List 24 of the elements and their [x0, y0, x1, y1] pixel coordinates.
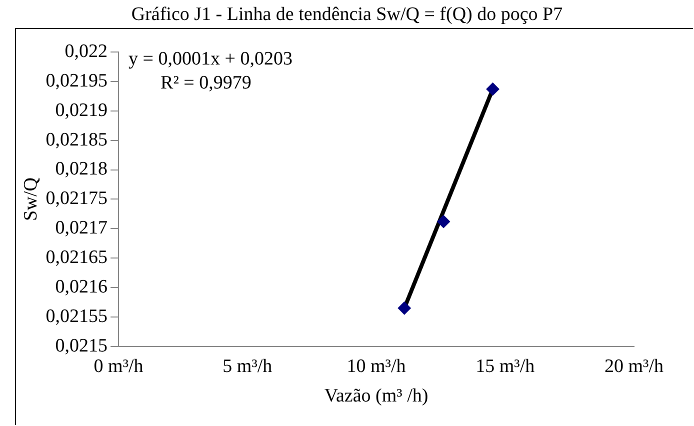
x-tick-label: 5 m³/h	[222, 356, 273, 377]
annotation: R² = 0,9979	[160, 72, 252, 94]
chart-title: Gráfico J1 - Linha de tendência Sw/Q = f(Q) do poço P7	[130, 4, 564, 26]
y-tick-label: 0,02165	[46, 247, 108, 268]
x-tick-label: 10 m³/h	[346, 356, 406, 377]
y-tick-label: 0,0217	[55, 218, 108, 239]
y-tick-label: 0,02195	[46, 70, 108, 92]
y-tick-label: 0,02155	[46, 306, 108, 327]
x-tick-label: 0 m³/h	[94, 356, 144, 377]
point	[398, 302, 411, 315]
y-tick-label: 0,0219	[55, 100, 108, 121]
x-axis-title: Vazão (m³ /h)	[324, 386, 428, 407]
y-tick-label: 0,02185	[46, 129, 108, 150]
y-tick-label: 0,0218	[55, 158, 108, 180]
y-axis-title: Sw/Q	[20, 177, 42, 221]
x-tick-label: 20 m³/h	[604, 356, 664, 377]
x-tick-label: 15 m³/h	[476, 356, 536, 377]
y-tick-label: 0,022	[64, 40, 108, 62]
y-tick-label: 0,0216	[55, 276, 108, 298]
point	[437, 215, 450, 228]
annotation: y = 0,0001x + 0,0203	[128, 48, 292, 70]
point	[486, 82, 500, 96]
y-tick-label: 0,02175	[46, 188, 108, 210]
y-tick-label: 0,0215	[55, 335, 108, 356]
